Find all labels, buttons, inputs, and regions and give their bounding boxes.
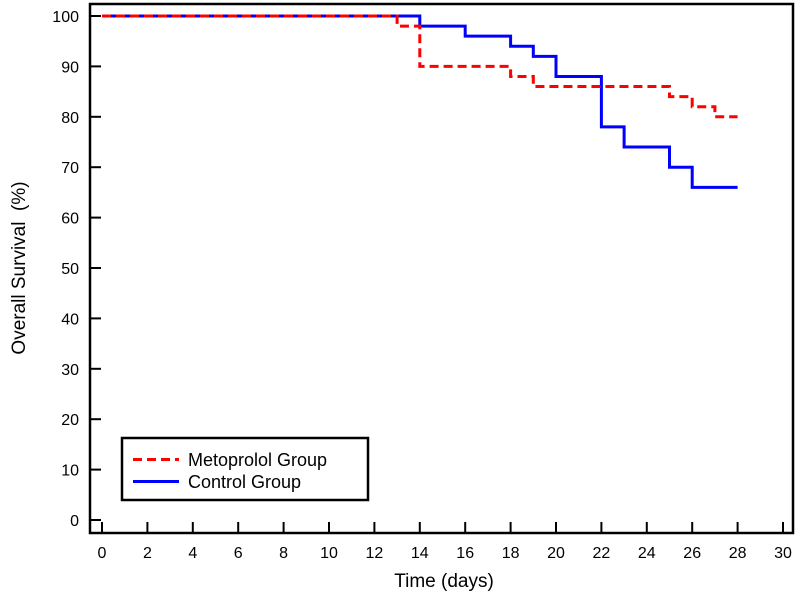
- x-tick-label: 8: [279, 545, 288, 562]
- x-tick-label: 24: [638, 545, 656, 562]
- y-tick-label: 70: [61, 160, 79, 177]
- x-tick-label: 28: [729, 545, 747, 562]
- legend: Metoprolol Group Control Group: [120, 436, 370, 502]
- y-axis-ticks: 0 10 20 30 40 50 60 70 80 90 100: [52, 9, 101, 530]
- y-tick-label: 20: [61, 412, 79, 429]
- y-tick-label: 40: [61, 311, 79, 328]
- x-tick-label: 4: [188, 545, 197, 562]
- y-tick-label: 0: [70, 513, 79, 530]
- y-tick-label: 50: [61, 261, 79, 278]
- y-tick-label: 90: [61, 59, 79, 76]
- legend-box: [120, 436, 370, 502]
- y-tick-label: 10: [61, 463, 79, 480]
- y-tick-label: 30: [61, 362, 79, 379]
- legend-label-control: Control Group: [188, 472, 301, 492]
- y-tick-label: 100: [52, 9, 79, 26]
- y-tick-label: 60: [61, 211, 79, 228]
- legend-label-metoprolol: Metoprolol Group: [188, 450, 327, 470]
- x-axis-ticks: 0 2 4 6 8 10 12 14 16 18 20 22 24 26 28 30: [98, 522, 792, 562]
- survival-curve-metoprolol-group: [102, 14, 738, 119]
- survival-curve-control-group: [102, 14, 738, 189]
- x-tick-label: 18: [502, 545, 520, 562]
- x-tick-label: 0: [98, 545, 107, 562]
- x-tick-label: 20: [547, 545, 565, 562]
- x-tick-label: 10: [320, 545, 338, 562]
- x-tick-label: 30: [774, 545, 792, 562]
- x-axis-title: Time (days): [394, 571, 494, 592]
- x-tick-label: 12: [366, 545, 384, 562]
- x-tick-label: 14: [411, 545, 429, 562]
- y-axis-title: Overall Survival (%): [9, 181, 30, 354]
- x-tick-label: 16: [456, 545, 474, 562]
- x-tick-label: 6: [234, 545, 243, 562]
- x-tick-label: 26: [683, 545, 701, 562]
- x-tick-label: 22: [593, 545, 611, 562]
- survival-curves: [102, 14, 738, 189]
- x-tick-label: 2: [143, 545, 152, 562]
- y-tick-label: 80: [61, 110, 79, 127]
